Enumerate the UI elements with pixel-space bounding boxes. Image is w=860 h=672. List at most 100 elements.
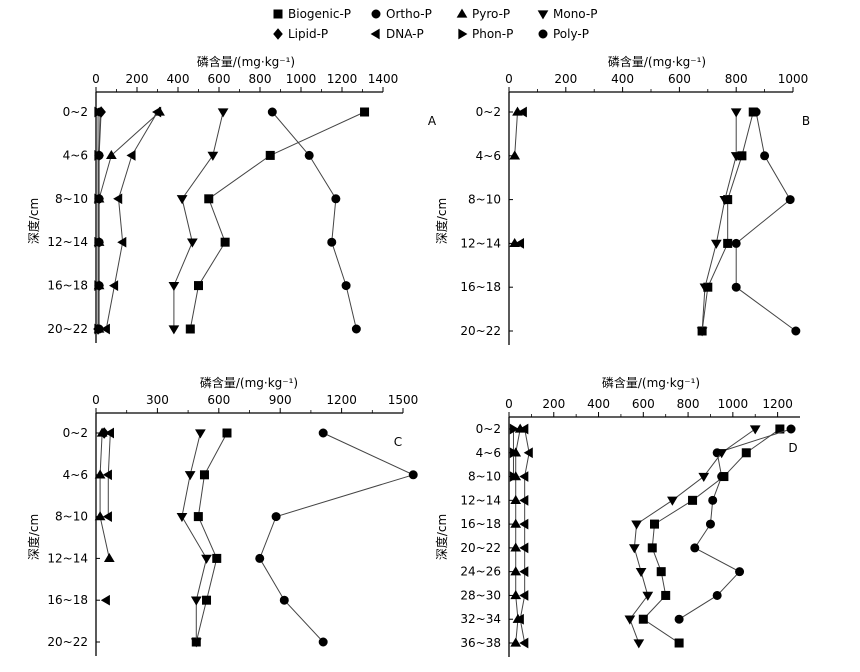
data-point-dna-p bbox=[517, 106, 527, 118]
y-tick-label: 20~22 bbox=[47, 322, 88, 336]
legend-item-phon-p: Phon-P bbox=[458, 27, 513, 41]
panel-label: D bbox=[788, 441, 797, 455]
data-point-ortho-p bbox=[717, 472, 727, 482]
data-point-dna-p bbox=[519, 637, 529, 649]
series-dna-p bbox=[100, 106, 162, 335]
data-point-mono-p bbox=[195, 429, 206, 439]
x-tick-label: 400 bbox=[587, 397, 610, 411]
data-point-pyro-p bbox=[93, 236, 105, 246]
data-point-dna-p bbox=[102, 469, 112, 481]
data-point-ortho-p bbox=[760, 151, 770, 161]
data-point-ortho-p bbox=[271, 512, 281, 522]
data-point-pyro-p bbox=[103, 552, 115, 563]
data-point-poly-p bbox=[95, 107, 105, 117]
x-tick-label: 1200 bbox=[762, 397, 793, 411]
data-point-ortho-p bbox=[785, 195, 795, 205]
data-point-pyro-p bbox=[510, 590, 522, 600]
data-point-mono-p bbox=[730, 152, 742, 162]
legend: Biogenic-P Ortho-P Pyro-P Mono-P Lipid-P DNA-… bbox=[273, 7, 597, 41]
x-tick-label: 0 bbox=[505, 397, 513, 411]
series-line-dna-p bbox=[107, 432, 111, 517]
series-dna-p bbox=[514, 423, 533, 649]
legend-marker-biogenic-p bbox=[273, 9, 283, 19]
data-point-phon-p bbox=[94, 236, 104, 248]
legend-marker-dna-p bbox=[370, 28, 380, 40]
data-point-pyro-p bbox=[509, 237, 521, 248]
data-point-biogenic-p bbox=[199, 470, 209, 480]
x-tick-label: 400 bbox=[611, 72, 634, 86]
data-point-lipid-p bbox=[99, 427, 109, 439]
y-tick-label: 0~2 bbox=[476, 422, 501, 436]
data-point-phon-p bbox=[94, 193, 104, 205]
legend-label-poly-p: Poly-P bbox=[553, 27, 589, 41]
data-point-ortho-p bbox=[712, 590, 722, 600]
series-line-lipid-p bbox=[97, 111, 102, 330]
data-point-poly-p bbox=[94, 194, 104, 204]
data-point-biogenic-p bbox=[193, 512, 203, 522]
legend-label-ortho-p: Ortho-P bbox=[386, 7, 432, 21]
y-tick-label: 16~18 bbox=[47, 593, 88, 607]
y-tick-label: 20~22 bbox=[460, 541, 501, 555]
data-point-phon-p bbox=[94, 150, 104, 161]
data-point-biogenic-p bbox=[674, 638, 684, 648]
data-point-biogenic-p bbox=[656, 567, 666, 577]
x-tick-label: 600 bbox=[207, 393, 230, 407]
data-point-pyro-p bbox=[96, 427, 108, 437]
data-point-ortho-p bbox=[674, 614, 684, 624]
series-line-pyro-p bbox=[514, 111, 519, 156]
x-tick-label: 800 bbox=[725, 72, 748, 86]
data-point-ortho-p bbox=[318, 637, 328, 647]
data-point-biogenic-p bbox=[194, 281, 204, 291]
y-axis-title: 深度/cm bbox=[434, 198, 449, 244]
data-point-ortho-p bbox=[705, 519, 715, 529]
x-tick-label: 0 bbox=[92, 393, 100, 407]
data-point-pyro-p bbox=[106, 149, 117, 160]
data-point-dna-p bbox=[519, 471, 529, 482]
data-point-poly-p bbox=[94, 324, 104, 334]
data-point-dna-p bbox=[514, 613, 524, 625]
y-tick-label: 20~22 bbox=[460, 324, 501, 338]
data-point-poly-p bbox=[94, 281, 104, 291]
series-biogenic-p bbox=[191, 428, 232, 647]
data-point-mono-p bbox=[716, 449, 728, 459]
x-tick-label: 900 bbox=[269, 393, 292, 407]
legend-item-pyro-p: Pyro-P bbox=[456, 7, 510, 21]
data-point-pyro-p bbox=[154, 106, 165, 116]
data-point-pyro-p bbox=[510, 471, 522, 481]
y-tick-label: 8~10 bbox=[55, 510, 88, 524]
legend-label-phon-p: Phon-P bbox=[472, 27, 513, 41]
y-tick-label: 32~34 bbox=[460, 612, 501, 626]
panel-label: A bbox=[428, 114, 437, 128]
data-point-biogenic-p bbox=[222, 428, 232, 438]
y-tick-label: 12~14 bbox=[47, 551, 88, 565]
data-point-mono-p bbox=[176, 512, 188, 523]
series-line-biogenic-p bbox=[195, 432, 228, 643]
series-line-pyro-p bbox=[515, 428, 521, 644]
data-point-mono-p bbox=[699, 283, 711, 293]
series-line-mono-p bbox=[181, 432, 208, 642]
legend-marker-mono-p bbox=[537, 10, 549, 20]
data-point-biogenic-p bbox=[191, 637, 201, 647]
data-point-mono-p bbox=[190, 596, 202, 606]
data-point-pyro-p bbox=[512, 613, 524, 623]
x-tick-label: 1000 bbox=[286, 72, 317, 86]
data-point-ortho-p bbox=[731, 238, 741, 248]
data-point-lipid-p bbox=[96, 106, 106, 118]
y-tick-label: 28~30 bbox=[460, 588, 501, 602]
data-point-lipid-p bbox=[94, 236, 104, 248]
data-point-phon-p bbox=[94, 106, 104, 118]
legend-label-biogenic-p: Biogenic-P bbox=[288, 7, 351, 21]
legend-marker-poly-p bbox=[538, 29, 548, 39]
legend-item-poly-p: Poly-P bbox=[538, 27, 589, 41]
y-tick-label: 0~2 bbox=[63, 105, 88, 119]
panel-label: C bbox=[394, 435, 402, 449]
data-point-pyro-p bbox=[93, 280, 105, 290]
series-pyro-p bbox=[93, 106, 165, 333]
series-lipid-p bbox=[99, 427, 109, 439]
data-point-biogenic-p bbox=[204, 194, 214, 204]
y-tick-label: 36~38 bbox=[460, 636, 501, 650]
data-point-mono-p bbox=[201, 554, 212, 564]
data-point-mono-p bbox=[633, 639, 645, 649]
series-mono-p bbox=[168, 108, 229, 335]
